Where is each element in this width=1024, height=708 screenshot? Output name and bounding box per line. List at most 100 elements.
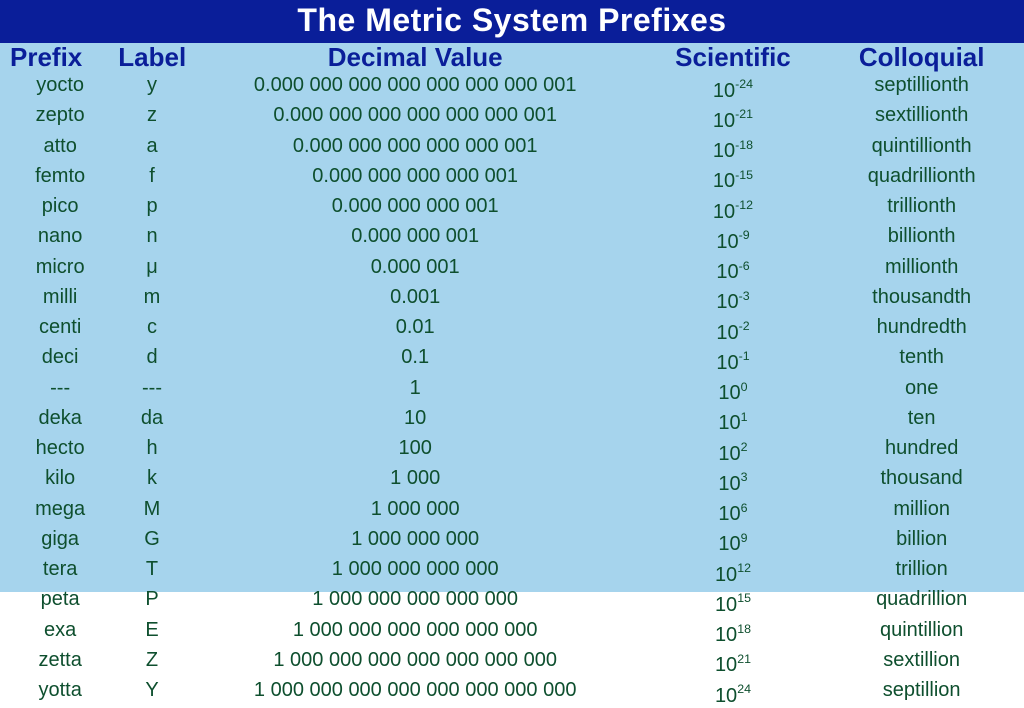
table-row: nanon0.000 000 00110-9billionth (0, 224, 1024, 254)
cell-label: c (112, 315, 191, 345)
scientific-exponent: 0 (741, 380, 748, 394)
cell-decimal: 1 000 000 000 000 000 000 000 (192, 648, 639, 678)
table-row: exaE1 000 000 000 000 000 0001018quintil… (0, 618, 1024, 648)
cell-decimal: 0.000 000 000 000 000 000 000 001 (192, 73, 639, 103)
scientific-base: 10 (716, 322, 738, 344)
cell-prefix: tera (8, 557, 112, 587)
cell-decimal: 0.000 000 001 (192, 224, 639, 254)
scientific-exponent: -9 (739, 228, 750, 242)
cell-scientific: 100 (639, 376, 828, 406)
cell-decimal: 1 000 000 000 000 (192, 557, 639, 587)
table-row: zeptoz0.000 000 000 000 000 000 00110-21… (0, 103, 1024, 133)
cell-label: Y (112, 678, 191, 708)
cell-decimal: 1 000 000 (192, 497, 639, 527)
cell-prefix: pico (8, 194, 112, 224)
cell-label: --- (112, 376, 191, 406)
cell-decimal: 0.01 (192, 315, 639, 345)
cell-prefix: zetta (8, 648, 112, 678)
scientific-exponent: 24 (737, 682, 751, 696)
scientific-exponent: -1 (739, 349, 750, 363)
scientific-base: 10 (713, 80, 735, 102)
scientific-exponent: 18 (737, 622, 751, 636)
table-row: dekada10101ten (0, 406, 1024, 436)
scientific-exponent: -15 (735, 168, 753, 182)
scientific-base: 10 (715, 564, 737, 586)
cell-label: p (112, 194, 191, 224)
scientific-exponent: -6 (739, 259, 750, 273)
table-row: microμ0.000 00110-6millionth (0, 255, 1024, 285)
scientific-base: 10 (715, 594, 737, 616)
table-row: hectoh100102hundred (0, 436, 1024, 466)
table-row: teraT1 000 000 000 0001012trillion (0, 557, 1024, 587)
column-headers: Prefix Label Decimal Value Scientific Co… (0, 42, 1024, 73)
scientific-base: 10 (716, 231, 738, 253)
scientific-base: 10 (718, 382, 740, 404)
scientific-base: 10 (718, 473, 740, 495)
scientific-base: 10 (715, 654, 737, 676)
scientific-exponent: 21 (737, 652, 751, 666)
cell-prefix: atto (8, 134, 112, 164)
cell-colloquial: tenth (827, 345, 1016, 375)
cell-scientific: 10-9 (639, 224, 828, 254)
table-row: yottaY1 000 000 000 000 000 000 000 0001… (0, 678, 1024, 708)
cell-scientific: 1024 (639, 678, 828, 708)
cell-prefix: deci (8, 345, 112, 375)
scientific-base: 10 (718, 533, 740, 555)
scientific-base: 10 (713, 170, 735, 192)
cell-scientific: 10-2 (639, 315, 828, 345)
header-prefix: Prefix (8, 42, 112, 73)
cell-scientific: 1018 (639, 618, 828, 648)
scientific-base: 10 (713, 110, 735, 132)
header-colloquial: Colloquial (827, 42, 1016, 73)
cell-colloquial: hundredth (827, 315, 1016, 345)
cell-prefix: micro (8, 255, 112, 285)
cell-prefix: exa (8, 618, 112, 648)
scientific-exponent: -2 (739, 319, 750, 333)
cell-colloquial: one (827, 376, 1016, 406)
table-row: kilok1 000103thousand (0, 466, 1024, 496)
cell-prefix: mega (8, 497, 112, 527)
cell-prefix: zepto (8, 103, 112, 133)
table-row: yoctoy0.000 000 000 000 000 000 000 0011… (0, 73, 1024, 103)
cell-scientific: 10-18 (639, 134, 828, 164)
cell-prefix: --- (8, 376, 112, 406)
scientific-exponent: 2 (741, 440, 748, 454)
cell-prefix: yocto (8, 73, 112, 103)
cell-prefix: kilo (8, 466, 112, 496)
cell-prefix: yotta (8, 678, 112, 708)
cell-colloquial: millionth (827, 255, 1016, 285)
cell-label: G (112, 527, 191, 557)
table-row: centic0.0110-2hundredth (0, 315, 1024, 345)
cell-prefix: hecto (8, 436, 112, 466)
cell-prefix: centi (8, 315, 112, 345)
table-row: decid0.110-1tenth (0, 345, 1024, 375)
cell-prefix: deka (8, 406, 112, 436)
cell-scientific: 10-21 (639, 103, 828, 133)
scientific-base: 10 (713, 201, 735, 223)
table-row: gigaG1 000 000 000109billion (0, 527, 1024, 557)
cell-colloquial: sextillion (827, 648, 1016, 678)
cell-scientific: 10-12 (639, 194, 828, 224)
scientific-exponent: 3 (741, 470, 748, 484)
cell-colloquial: billion (827, 527, 1016, 557)
page-title: The Metric System Prefixes (0, 0, 1024, 43)
cell-colloquial: million (827, 497, 1016, 527)
table-row: millim0.00110-3thousandth (0, 285, 1024, 315)
cell-label: m (112, 285, 191, 315)
cell-colloquial: trillionth (827, 194, 1016, 224)
cell-decimal: 0.1 (192, 345, 639, 375)
scientific-exponent: 6 (741, 501, 748, 515)
cell-scientific: 103 (639, 466, 828, 496)
scientific-base: 10 (718, 503, 740, 525)
cell-scientific: 1021 (639, 648, 828, 678)
scientific-exponent: -24 (735, 77, 753, 91)
cell-scientific: 109 (639, 527, 828, 557)
scientific-base: 10 (716, 291, 738, 313)
cell-label: n (112, 224, 191, 254)
table-body: yoctoy0.000 000 000 000 000 000 000 0011… (0, 73, 1024, 708)
cell-colloquial: sextillionth (827, 103, 1016, 133)
cell-decimal: 0.000 000 000 001 (192, 194, 639, 224)
cell-scientific: 10-6 (639, 255, 828, 285)
scientific-base: 10 (715, 624, 737, 646)
scientific-base: 10 (718, 412, 740, 434)
